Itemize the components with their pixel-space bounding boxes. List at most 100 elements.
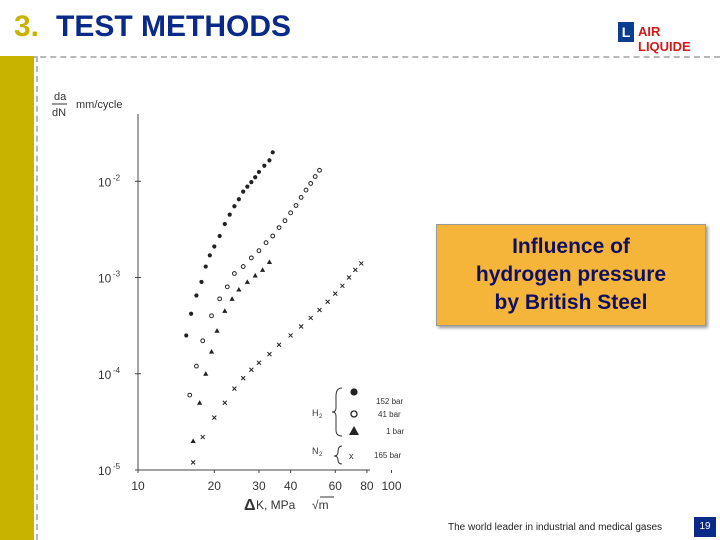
section-number: 3. bbox=[14, 10, 40, 43]
page-number: 19 bbox=[694, 517, 716, 537]
point-h2-1-bar bbox=[244, 279, 250, 284]
legend-h2-brace bbox=[331, 387, 343, 437]
x-tick-label: 60 bbox=[329, 479, 343, 493]
point-h2-1-bar bbox=[214, 328, 220, 333]
y-label-denominator: dN bbox=[52, 107, 66, 119]
point-h2-152-bar bbox=[270, 150, 275, 155]
point-n2-165-bar bbox=[317, 307, 322, 313]
point-h2-41-bar bbox=[263, 240, 269, 246]
x-ticks: 10 20 30 40 60 80 100 bbox=[131, 470, 402, 493]
slide-title: TEST METHODS bbox=[56, 10, 292, 43]
y-tick-label: 10 bbox=[98, 175, 112, 189]
point-h2-41-bar bbox=[276, 225, 282, 231]
legend-marker-1-bar bbox=[349, 426, 359, 435]
point-n2-165-bar bbox=[222, 400, 228, 406]
point-n2-165-bar bbox=[325, 299, 331, 305]
legend-label-41-bar: 41 bar bbox=[378, 410, 401, 419]
point-h2-41-bar bbox=[200, 338, 206, 344]
legend-label-165-bar: 165 bar bbox=[374, 451, 401, 460]
point-n2-165-bar bbox=[346, 275, 352, 280]
y-tick-label: 10 bbox=[98, 368, 112, 382]
y-tick-exponent: -3 bbox=[113, 270, 121, 279]
legend-marker-165-bar: x bbox=[349, 451, 354, 461]
point-h2-152-bar bbox=[249, 180, 254, 185]
point-h2-41-bar bbox=[312, 174, 318, 179]
point-h2-41-bar bbox=[270, 233, 276, 239]
point-h2-152-bar bbox=[189, 311, 194, 316]
legend: H 2 152 bar 41 bar 1 bar N 2 x 165 bar bbox=[312, 387, 405, 465]
y-tick-label: 10 bbox=[98, 464, 112, 478]
callout-line-3: by British Steel bbox=[494, 291, 648, 314]
legend-label-152-bar: 152 bar bbox=[376, 397, 403, 406]
point-n2-165-bar bbox=[288, 333, 293, 338]
point-n2-165-bar bbox=[267, 351, 272, 357]
x-label-text: K, MPa bbox=[256, 498, 296, 512]
point-h2-41-bar bbox=[256, 248, 262, 254]
y-ticks: 10-210-310-410-5 bbox=[98, 173, 141, 478]
left-divider bbox=[36, 56, 38, 540]
footer-tagline: The world leader in industrial and medic… bbox=[448, 522, 663, 533]
point-h2-1-bar bbox=[229, 296, 235, 301]
point-h2-41-bar bbox=[194, 363, 199, 369]
point-n2-165-bar bbox=[358, 261, 364, 266]
point-h2-41-bar bbox=[298, 194, 304, 200]
point-n2-165-bar bbox=[352, 267, 358, 273]
point-h2-152-bar bbox=[207, 253, 212, 258]
callout-text: Influence of hydrogen pressure by Britis… bbox=[437, 233, 705, 317]
point-h2-1-bar bbox=[190, 438, 196, 444]
point-h2-152-bar bbox=[262, 163, 267, 168]
point-h2-41-bar bbox=[224, 284, 230, 290]
point-h2-41-bar bbox=[217, 296, 223, 302]
legend-marker-152-bar bbox=[350, 388, 358, 396]
point-h2-1-bar bbox=[236, 286, 242, 292]
point-h2-152-bar bbox=[199, 279, 204, 285]
x-axis-label: Δ K, MPa √m bbox=[244, 496, 334, 514]
point-n2-165-bar bbox=[332, 291, 338, 296]
point-n2-165-bar bbox=[190, 460, 196, 465]
point-h2-152-bar bbox=[236, 197, 241, 202]
point-h2-152-bar bbox=[241, 189, 246, 194]
x-tick-label: 80 bbox=[360, 479, 374, 493]
point-n2-165-bar bbox=[200, 434, 206, 440]
y-tick-exponent: -2 bbox=[113, 173, 121, 182]
title-divider bbox=[0, 56, 720, 58]
point-n2-165-bar bbox=[298, 324, 304, 329]
point-h2-1-bar bbox=[208, 348, 215, 354]
legend-n2-label: N bbox=[312, 446, 319, 456]
legend-n2-sub: 2 bbox=[319, 452, 323, 458]
point-h2-41-bar bbox=[209, 313, 214, 319]
y-tick-exponent: -4 bbox=[113, 366, 121, 375]
legend-marker-41-bar bbox=[350, 410, 358, 418]
legend-label-1-bar: 1 bar bbox=[386, 427, 405, 436]
point-h2-152-bar bbox=[212, 244, 217, 249]
point-h2-152-bar bbox=[256, 169, 262, 175]
point-h2-41-bar bbox=[282, 218, 288, 224]
y-label-numerator: da bbox=[54, 91, 67, 103]
point-n2-165-bar bbox=[256, 360, 262, 366]
x-tick-label: 40 bbox=[284, 479, 298, 493]
point-h2-41-bar bbox=[317, 167, 322, 173]
point-h2-1-bar bbox=[259, 267, 266, 272]
point-h2-41-bar bbox=[248, 255, 254, 261]
point-h2-152-bar bbox=[222, 221, 227, 227]
callout-box: Influence of hydrogen pressure by Britis… bbox=[436, 224, 706, 326]
point-h2-1-bar bbox=[222, 308, 228, 313]
point-h2-1-bar bbox=[197, 400, 203, 405]
point-h2-152-bar bbox=[203, 264, 208, 269]
point-h2-152-bar bbox=[267, 158, 272, 163]
legend-h2-label: H bbox=[312, 408, 319, 418]
x-label-unit: √m bbox=[312, 498, 329, 512]
point-n2-165-bar bbox=[240, 375, 246, 381]
point-h2-41-bar bbox=[288, 210, 294, 216]
legend-h2-sub: 2 bbox=[319, 414, 323, 420]
point-n2-165-bar bbox=[232, 386, 237, 392]
callout-line-2: hydrogen pressure bbox=[475, 263, 667, 286]
x-label-delta: Δ bbox=[244, 497, 256, 514]
callout-line-1: Influence of bbox=[512, 235, 630, 258]
x-tick-label: 100 bbox=[381, 479, 401, 493]
point-h2-41-bar bbox=[293, 203, 299, 208]
point-h2-152-bar bbox=[232, 204, 237, 209]
x-tick-label: 10 bbox=[131, 479, 145, 493]
point-h2-1-bar bbox=[266, 259, 273, 264]
logo-mark-icon: L bbox=[618, 22, 634, 42]
